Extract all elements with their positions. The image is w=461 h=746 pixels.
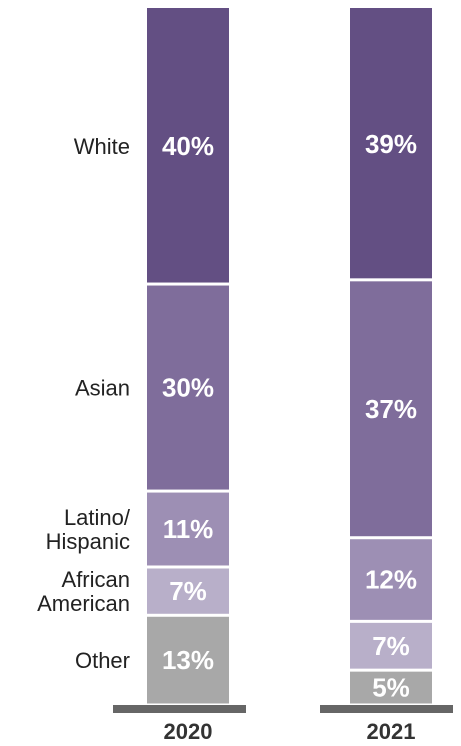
data-label-2021-white: 39% <box>365 129 417 159</box>
axis-layer: 2020 2021 <box>113 705 453 744</box>
bar-segment-2021-white <box>350 8 432 279</box>
data-label-2020-asian: 30% <box>162 373 214 403</box>
category-label-other: Other <box>75 648 130 673</box>
bar-segment-2021-asian <box>350 281 432 537</box>
bar-segment-2021-latino-hispanic <box>350 539 432 620</box>
data-label-2020-african-american: 7% <box>169 576 207 606</box>
data-label-2021-latino-hispanic: 12% <box>365 565 417 595</box>
bar-segment-2020-asian <box>147 285 229 490</box>
x-tick-label-2020: 2020 <box>164 719 213 744</box>
x-tick-label-2021: 2021 <box>367 719 416 744</box>
data-label-2021-african-american: 7% <box>372 631 410 661</box>
data-label-2021-other: 5% <box>372 673 410 703</box>
baseline-2020 <box>113 705 246 713</box>
bar-segment-2020-latino-hispanic <box>147 492 229 566</box>
segment-labels-layer: 13% 7% 11% 30% 40% 5% 7% 12% 37% 39% <box>162 129 417 703</box>
data-label-2020-white: 40% <box>162 131 214 161</box>
bars-layer <box>147 8 432 704</box>
bar-segment-2020-other <box>147 616 229 704</box>
bar-segment-2021-african-american <box>350 622 432 669</box>
category-labels-layer: Other African American Latino/Hispanic Asian… <box>37 134 131 673</box>
bar-segment-2020-white <box>147 8 229 283</box>
category-label-latino-hispanic: Latino/Hispanic <box>46 505 131 554</box>
data-label-2021-asian: 37% <box>365 394 417 424</box>
bar-segment-2020-african-american <box>147 568 229 614</box>
bar-segment-2021-other <box>350 671 432 704</box>
category-label-white: White <box>74 134 130 159</box>
category-label-asian: Asian <box>75 376 130 401</box>
category-label-african-american: African American <box>37 567 130 616</box>
baseline-2021 <box>320 705 453 713</box>
data-label-2020-latino-hispanic: 11% <box>163 514 214 544</box>
data-label-2020-other: 13% <box>162 645 214 675</box>
